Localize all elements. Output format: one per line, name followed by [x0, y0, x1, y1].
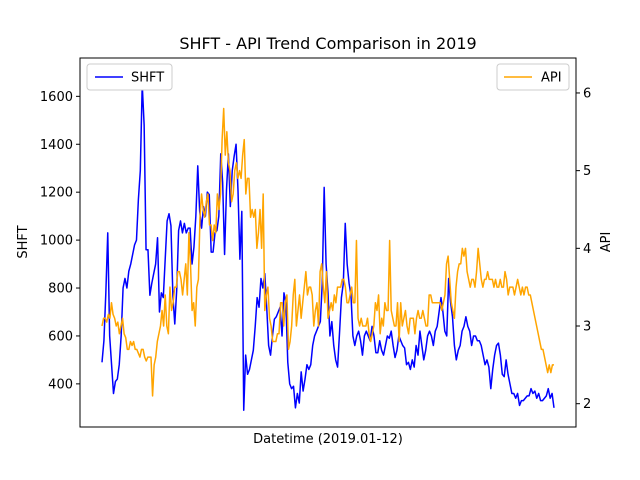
left-tick-label: 1200 [40, 186, 73, 201]
right-tick-label: 4 [583, 242, 591, 257]
right-tick-label: 5 [583, 164, 591, 179]
x-axis-label: Datetime (2019.01-12) [253, 432, 403, 447]
series-line-api [101, 107, 554, 397]
left-axis: 400 600 800 1000 1200 1400 1600 [40, 90, 80, 392]
legend-api: API [496, 63, 570, 91]
right-tick-label: 2 [583, 397, 591, 412]
left-tick-label: 1600 [40, 90, 73, 105]
legend-shft-box [86, 63, 173, 91]
right-tick-label: 6 [583, 86, 591, 101]
legend-api-label: API [541, 71, 562, 86]
left-tick-label: 1400 [40, 138, 73, 153]
left-tick-label: 600 [48, 329, 73, 344]
right-axis-label: API [599, 232, 614, 253]
series-layer [101, 83, 555, 411]
legend-shft: SHFT [86, 63, 173, 91]
right-tick-label: 3 [583, 320, 591, 335]
legend-api-box [496, 63, 570, 91]
left-tick-label: 1000 [40, 234, 73, 249]
chart-title: SHFT - API Trend Comparison in 2019 [179, 34, 476, 53]
legend-shft-label: SHFT [131, 71, 164, 86]
left-axis-label: SHFT [16, 225, 31, 258]
left-tick-label: 400 [48, 377, 73, 392]
right-axis: 2 3 4 5 6 [576, 86, 591, 412]
left-tick-label: 800 [48, 282, 73, 297]
series-line-shft [101, 83, 555, 411]
plot-frame [79, 57, 577, 428]
